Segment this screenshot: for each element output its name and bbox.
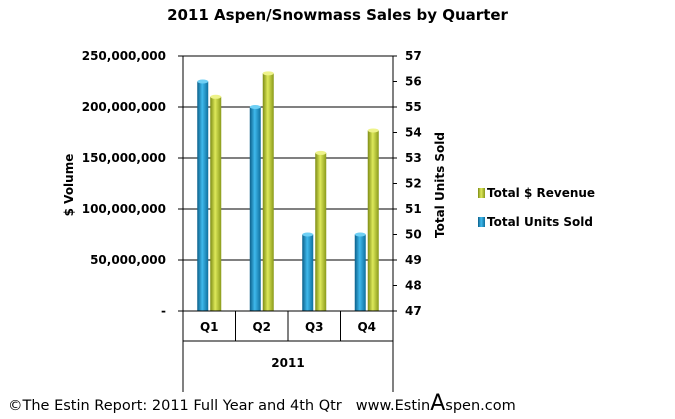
y2-tick-label: 57 (405, 49, 422, 63)
y-tick-label: 250,000,000 (82, 49, 166, 63)
bar-cap (249, 105, 261, 109)
bar-total-units-sold (302, 234, 314, 311)
y2-tick-label: 54 (405, 126, 422, 140)
y-tick-label: 200,000,000 (82, 100, 166, 114)
bar-total-revenue (315, 152, 327, 311)
bar-cap (367, 128, 379, 133)
y2-axis-label: Total Units Sold (433, 132, 447, 238)
bar-cap (197, 79, 209, 84)
y-tick-label: 150,000,000 (82, 151, 166, 165)
legend-swatch (478, 188, 485, 198)
y2-tick-label: 50 (405, 228, 422, 242)
footer: ©The Estin Report: 2011 Full Year and 4t… (8, 393, 516, 415)
bar-total-revenue (367, 130, 379, 311)
site-big-letter: A (430, 391, 446, 416)
legend-swatch (478, 217, 485, 227)
axes (178, 55, 397, 392)
y2-tick-label: 52 (405, 177, 422, 191)
y2-tick-label: 47 (405, 304, 422, 318)
bars (197, 71, 379, 311)
y2-tick-label: 48 (405, 279, 422, 293)
legend-label: Total $ Revenue (487, 186, 595, 200)
bar-total-revenue (210, 96, 222, 311)
y2-tick-label: 51 (405, 202, 422, 216)
site-pre: www.Estin (355, 398, 431, 414)
x-axis-label: 2011 (271, 356, 304, 370)
x-tick-label: Q4 (357, 320, 376, 334)
bar-total-units-sold (354, 234, 366, 311)
bar-cap (354, 232, 366, 237)
bar-cap (262, 71, 274, 76)
y2-tick-label: 56 (405, 75, 422, 89)
y2-tick-label: 55 (405, 100, 422, 114)
y-axis-label: $ Volume (62, 154, 76, 217)
bar-total-units-sold (197, 81, 209, 311)
x-tick-label: Q1 (200, 320, 219, 334)
y-tick-label: 50,000,000 (90, 253, 166, 267)
site-post: spen.com (445, 398, 516, 414)
copyright-text: ©The Estin Report: 2011 Full Year and 4t… (8, 398, 342, 414)
y-tick-label: 100,000,000 (82, 202, 166, 216)
website-link[interactable]: www.EstinAspen.com (355, 393, 516, 415)
y-tick-label: - (161, 304, 166, 318)
bar-cap (210, 94, 222, 99)
tick-labels: - 50,000,000 100,000,000 150,000,000 200,000… (82, 49, 422, 334)
bar-cap (315, 150, 327, 155)
bar-cap (302, 232, 314, 237)
y2-tick-label: 53 (405, 151, 422, 165)
legend: Total $ Revenue Total Units Sold (478, 186, 595, 229)
x-tick-label: Q2 (252, 320, 271, 334)
y2-tick-label: 49 (405, 253, 422, 267)
bar-total-revenue (262, 73, 274, 311)
x-tick-label: Q3 (305, 320, 324, 334)
bar-total-units-sold (249, 107, 261, 311)
legend-label: Total Units Sold (487, 215, 593, 229)
chart-title: 2011 Aspen/Snowmass Sales by Quarter (167, 6, 508, 24)
